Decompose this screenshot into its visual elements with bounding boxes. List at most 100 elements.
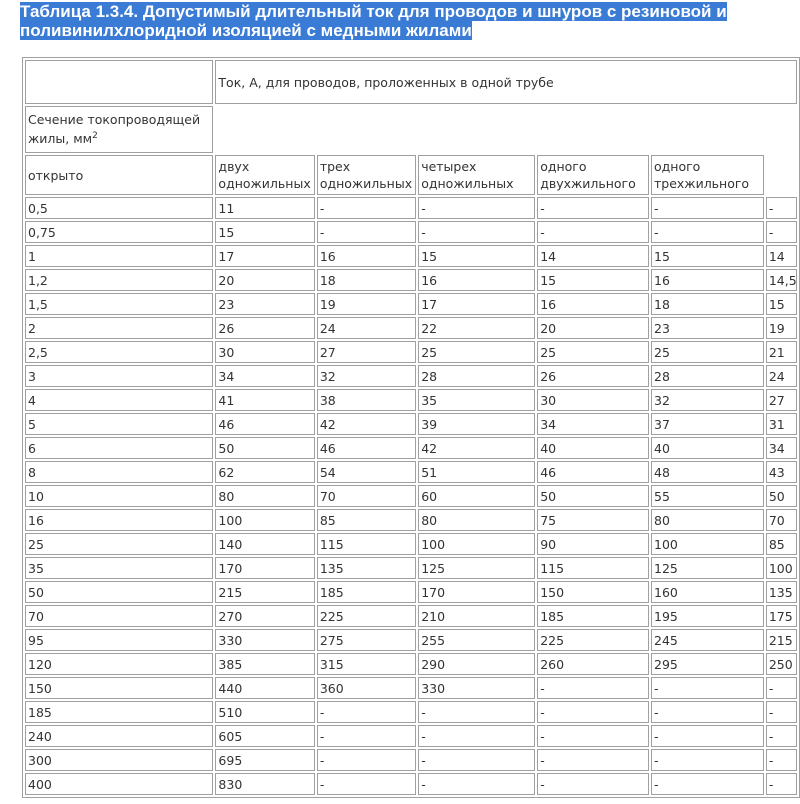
- value-cell: 48: [651, 461, 764, 483]
- value-cell: -: [537, 773, 649, 795]
- value-cell: -: [418, 701, 536, 723]
- table-row: 2,5 30 27 25 25 25 21: [25, 341, 797, 363]
- section-cell: 1,2: [25, 269, 214, 291]
- title-line: поливинилхлоридной изоляцией с медными ж…: [20, 21, 472, 40]
- value-cell: -: [316, 749, 417, 771]
- value-cell: 54: [316, 461, 417, 483]
- value-cell: 38: [316, 389, 417, 411]
- table-row: 0,75 15- - - - -: [25, 221, 797, 243]
- value-cell: 50: [765, 485, 797, 507]
- value-cell: 22: [418, 317, 536, 339]
- column-header: двух одножильных: [215, 155, 315, 195]
- value-cell: 16: [651, 269, 764, 291]
- value-cell: 34: [765, 437, 797, 459]
- table-row: 185 510- - - - -: [25, 701, 797, 723]
- value-cell: 80: [651, 509, 764, 531]
- current-table: Ток, А, для проводов, проложенных в одно…: [22, 57, 800, 798]
- section-cell: 3: [25, 365, 214, 387]
- value-cell: 185: [537, 605, 649, 627]
- section-cell: 120: [25, 653, 214, 675]
- value-cell: 150: [537, 581, 649, 603]
- value-cell: 24: [316, 317, 417, 339]
- section-cell: 185: [25, 701, 214, 723]
- value-cell: -: [765, 749, 797, 771]
- value-cell: 255: [418, 629, 536, 651]
- value-cell: -: [651, 725, 764, 747]
- value-cell: 18: [316, 269, 417, 291]
- value-cell: 215: [765, 629, 797, 651]
- section-cell: 1,5: [25, 293, 214, 315]
- value-cell: 330: [418, 677, 536, 699]
- empty-cell: [25, 60, 214, 104]
- table-row: 6 50 46 42 40 40 34: [25, 437, 797, 459]
- value-cell: 26: [537, 365, 649, 387]
- value-cell: 50: [537, 485, 649, 507]
- value-cell: -: [765, 221, 797, 243]
- table-row: 95 330 275 255 225 245 215: [25, 629, 797, 651]
- value-cell: -: [418, 221, 536, 243]
- value-cell: 290: [418, 653, 536, 675]
- table-row: 50 215 185 170 150 160 135: [25, 581, 797, 603]
- value-cell: -: [316, 725, 417, 747]
- section-cell: 150: [25, 677, 214, 699]
- value-cell: -: [537, 197, 649, 219]
- value-cell: -: [537, 725, 649, 747]
- section-cell: 70: [25, 605, 214, 627]
- value-cell: -: [765, 701, 797, 723]
- table-row: 10 80 70 60 50 55 50: [25, 485, 797, 507]
- value-cell: -: [651, 773, 764, 795]
- value-cell: -: [537, 701, 649, 723]
- value-cell: -: [418, 725, 536, 747]
- value-cell: 27: [316, 341, 417, 363]
- value-cell: 185: [316, 581, 417, 603]
- value-cell: 80: [418, 509, 536, 531]
- section-cell: 16: [25, 509, 214, 531]
- value-cell: 100: [215, 509, 315, 531]
- value-cell: 245: [651, 629, 764, 651]
- value-cell: 26: [215, 317, 315, 339]
- value-cell: 34: [537, 413, 649, 435]
- value-cell: 25: [537, 341, 649, 363]
- value-cell: 62: [215, 461, 315, 483]
- value-cell: 15: [765, 293, 797, 315]
- value-cell: 39: [418, 413, 536, 435]
- value-cell: -: [651, 749, 764, 771]
- value-cell: 115: [316, 533, 417, 555]
- section-label: Сечение токопроводящей жилы, мм2: [25, 106, 214, 153]
- value-cell: 40: [651, 437, 764, 459]
- value-cell: 85: [765, 533, 797, 555]
- value-cell: 160: [651, 581, 764, 603]
- table-row: 240 605- - - - -: [25, 725, 797, 747]
- section-cell: 5: [25, 413, 214, 435]
- table-row: 300 695- - - - -: [25, 749, 797, 771]
- table-row: 1,5 23 19 17 16 18 15: [25, 293, 797, 315]
- value-cell: 15: [651, 245, 764, 267]
- value-cell: 50: [215, 437, 315, 459]
- value-cell: 30: [537, 389, 649, 411]
- table-row: 35 170 135 125 115 125 100: [25, 557, 797, 579]
- value-cell: 37: [651, 413, 764, 435]
- value-cell: 42: [418, 437, 536, 459]
- value-cell: -: [537, 677, 649, 699]
- value-cell: 30: [215, 341, 315, 363]
- value-cell: 315: [316, 653, 417, 675]
- value-cell: 55: [651, 485, 764, 507]
- value-cell: 170: [215, 557, 315, 579]
- value-cell: -: [537, 221, 649, 243]
- value-cell: 16: [537, 293, 649, 315]
- value-cell: 35: [418, 389, 536, 411]
- section-cell: 35: [25, 557, 214, 579]
- column-header: одного двухжильного: [537, 155, 649, 195]
- value-cell: 20: [215, 269, 315, 291]
- value-cell: 385: [215, 653, 315, 675]
- section-label-sup: 2: [92, 131, 98, 142]
- value-cell: 330: [215, 629, 315, 651]
- value-cell: 210: [418, 605, 536, 627]
- column-header: трех одножильных: [316, 155, 417, 195]
- value-cell: 14,5: [765, 269, 797, 291]
- value-cell: 70: [765, 509, 797, 531]
- value-cell: 19: [765, 317, 797, 339]
- table-row: 1 17 16 15 14 15 14: [25, 245, 797, 267]
- value-cell: 90: [537, 533, 649, 555]
